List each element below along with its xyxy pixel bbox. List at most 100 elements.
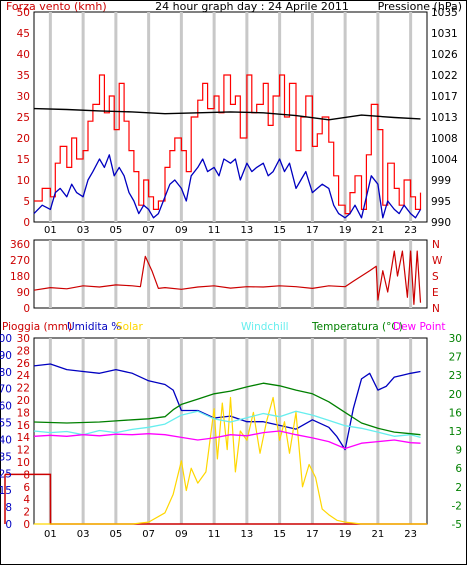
direction-tick-label: 0: [23, 303, 30, 315]
direction-tick-label: 360: [10, 239, 30, 251]
temperature-tick-label: -2: [452, 500, 462, 512]
rain-tick-label: 14: [17, 432, 31, 444]
x-tick-label: 03: [77, 529, 90, 540]
pressure-tick-label: 1004: [431, 154, 458, 166]
temperature-tick-label: 27: [449, 352, 462, 364]
x-tick-label: 13: [241, 529, 254, 540]
wind-tick-label: 50: [17, 7, 30, 19]
x-tick-label: 09: [175, 225, 188, 236]
rain-tick-label: 6: [23, 482, 30, 494]
x-tick-label: 13: [241, 225, 254, 236]
x-tick-label: 21: [372, 225, 385, 236]
direction-plot-area: [33, 239, 428, 309]
wind-tick-label: 20: [17, 133, 30, 145]
temperature-tick-label: 6: [455, 463, 462, 475]
temperature-tick-label: -5: [452, 519, 462, 531]
humidity-tick-label: 15: [0, 485, 12, 497]
humidity-tick-label: 40: [0, 434, 12, 446]
x-tick-label: 05: [110, 225, 123, 236]
rain-tick-label: 0: [23, 519, 30, 531]
rain-tick-label: 10: [17, 457, 30, 469]
rain-tick-label: 24: [17, 370, 31, 382]
x-tick-label: 15: [273, 529, 286, 540]
x-tick-label: 19: [339, 225, 352, 236]
pressure-tick-label: 999: [431, 175, 451, 187]
wind-tick-label: 5: [23, 196, 30, 208]
rain-tick-label: 12: [17, 445, 30, 457]
humidity-tick-label: 80: [0, 367, 12, 379]
compass-tick-label: S: [432, 271, 439, 283]
compass-tick-label: E: [432, 287, 439, 299]
wind-tick-label: 35: [17, 70, 30, 82]
pressure-line: [33, 107, 421, 121]
x-tick-label: 07: [142, 225, 155, 236]
x-tick-label: 11: [208, 225, 221, 236]
temperature-tick-label: 16: [449, 407, 463, 419]
solar-label: Solar: [116, 321, 143, 333]
wind-direction-line: [33, 250, 422, 305]
rain-tick-label: 22: [17, 383, 30, 395]
pressure-axis-label: Pressione (hPa): [378, 0, 462, 13]
direction-tick-label: 90: [17, 287, 30, 299]
windchill-label: Windchill: [241, 321, 289, 333]
temp-plot-area: [33, 337, 428, 525]
pressure-tick-label: 1035: [431, 7, 458, 19]
dew-point-label: Dew Point: [393, 321, 446, 333]
humidity-tick-label: 60: [0, 401, 12, 413]
temperature-label: Temperatura (°C): [311, 321, 403, 333]
rain-label: Pioggia (mm): [2, 321, 72, 333]
rain-tick-label: 2: [23, 507, 30, 519]
wind-tick-label: 30: [17, 91, 30, 103]
wind-gust-line: [34, 74, 422, 215]
rain-tick-label: 20: [17, 395, 30, 407]
dew-line: [33, 430, 421, 450]
temperature-tick-label: 30: [449, 333, 462, 345]
compass-tick-label: W: [432, 255, 443, 267]
humidity-label: Umidita %: [67, 321, 121, 333]
humidity-tick-label: 100: [0, 333, 12, 345]
temp-line: [33, 382, 421, 436]
x-tick-label: 17: [306, 225, 319, 236]
x-tick-label: 09: [175, 529, 188, 540]
pressure-tick-label: 1017: [431, 91, 458, 103]
x-tick-label: 19: [339, 529, 352, 540]
wind-tick-label: 15: [17, 154, 30, 166]
pressure-tick-label: 1008: [431, 133, 458, 145]
wind-tick-label: 10: [17, 175, 30, 187]
wind-tick-label: 45: [17, 28, 30, 40]
wind-axis-label: Forza vento (kmh): [6, 0, 107, 13]
wind-tick-label: 25: [17, 112, 30, 124]
wind-average-line: [33, 154, 422, 219]
x-tick-label: 11: [208, 529, 221, 540]
pressure-tick-label: 1022: [431, 70, 458, 82]
humidity-tick-label: 90: [0, 350, 12, 362]
pressure-tick-label: 1013: [431, 112, 458, 124]
temperature-tick-label: 13: [449, 426, 462, 438]
direction-tick-label: 180: [10, 271, 30, 283]
pressure-tick-label: 1031: [431, 28, 458, 40]
rain-tick-label: 28: [17, 345, 30, 357]
temperature-tick-label: 23: [449, 370, 462, 382]
rain-tick-label: 26: [17, 358, 31, 370]
pressure-tick-label: 995: [431, 196, 451, 208]
direction-tick-label: 270: [10, 255, 30, 267]
windchill-line: [33, 410, 421, 439]
rain-tick-label: 16: [17, 420, 31, 432]
x-tick-label: 23: [404, 529, 417, 540]
x-tick-label: 17: [306, 529, 319, 540]
temperature-tick-label: 9: [455, 445, 462, 457]
x-tick-label: 05: [110, 529, 123, 540]
pressure-tick-label: 990: [431, 217, 451, 229]
x-tick-label: 03: [77, 225, 90, 236]
x-tick-label: 01: [44, 529, 57, 540]
compass-tick-label: N: [432, 239, 440, 251]
x-tick-label: 07: [142, 529, 155, 540]
wind-tick-label: 0: [23, 217, 30, 229]
chart-title: 24 hour graph day : 24 Aprile 2011: [155, 0, 349, 13]
wind-tick-label: 40: [17, 49, 30, 61]
rain-tick-label: 18: [17, 407, 30, 419]
humidity-tick-label: 8: [5, 502, 12, 514]
